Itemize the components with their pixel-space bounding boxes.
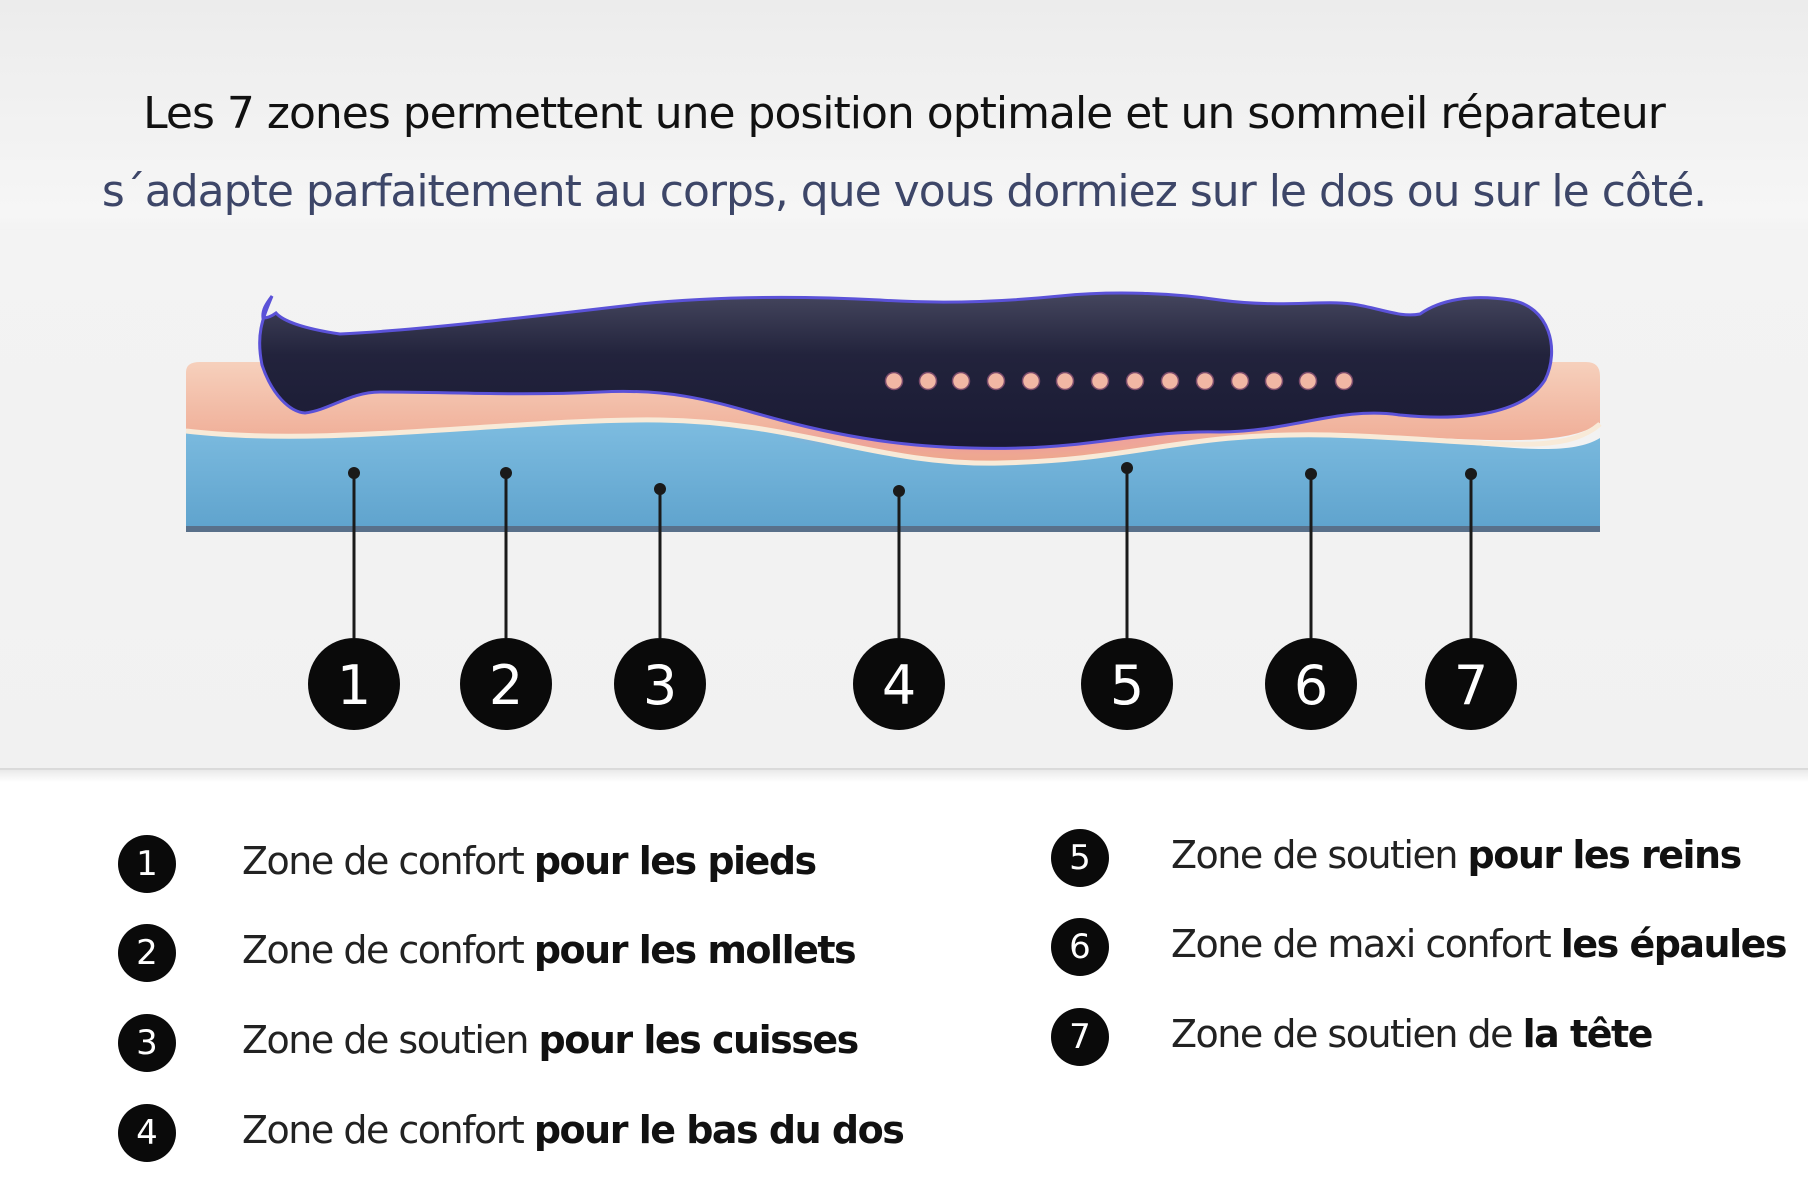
legend-body-part: la tête: [1522, 1012, 1654, 1056]
zone-point-5: [1121, 462, 1133, 474]
spine-dot: [918, 371, 938, 391]
spine-dot: [1298, 371, 1318, 391]
legend-body-part: pour le bas du dos: [533, 1108, 905, 1152]
foam-base-layer: [186, 421, 1600, 530]
legend-badge-6: 6: [1051, 918, 1109, 976]
zone-point-1: [348, 467, 360, 479]
zone-badge-7: [1425, 638, 1517, 730]
legend-body-part: les épaules: [1560, 922, 1788, 966]
headline-subtitle: s´adapte parfaitement au corps, que vous…: [101, 166, 1707, 217]
zone-badge-4: [853, 638, 945, 730]
zone-badge-5: [1081, 638, 1173, 730]
zone-badge-number-2: 2: [489, 654, 523, 717]
spine-dot: [1125, 371, 1145, 391]
spine-dot: [1195, 371, 1215, 391]
zone-point-2: [500, 467, 512, 479]
zone-point-3: [654, 483, 666, 495]
legend-body-part: pour les pieds: [533, 839, 817, 883]
zone-markers: 1 2 3 4 5 6 7: [308, 462, 1517, 730]
zone-badge-number-3: 3: [643, 654, 677, 717]
legend-badge-3: 3: [118, 1014, 176, 1072]
legend-body-part: pour les reins: [1467, 833, 1743, 877]
foam-base-bottom-edge: [186, 526, 1600, 532]
legend-text-3: Zone de soutien pour les cuisses: [242, 1018, 860, 1062]
spine-vertebrae: [884, 371, 1354, 391]
spine-dot: [1021, 371, 1041, 391]
zone-badge-number-5: 5: [1110, 654, 1144, 717]
legend-zone-type: Zone de confort: [242, 928, 534, 972]
zones-legend: 1 Zone de confort pour les pieds 2 Zone de …: [0, 800, 1808, 1193]
legend-zone-type: Zone de soutien: [1171, 833, 1468, 877]
spine-dot: [986, 371, 1006, 391]
zone-badge-1: [308, 638, 400, 730]
zone-badge-number-1: 1: [337, 654, 371, 717]
legend-badge-4: 4: [118, 1104, 176, 1162]
zone-badge-6: [1265, 638, 1357, 730]
spine-dot: [951, 371, 971, 391]
panel-shadow: [0, 768, 1808, 782]
layer-separator: [185, 417, 1602, 466]
spine-dot: [1055, 371, 1075, 391]
body-silhouette: [258, 291, 1554, 450]
spine-dot: [1264, 371, 1284, 391]
legend-body-part: pour les mollets: [533, 928, 857, 972]
legend-zone-type: Zone de soutien: [242, 1018, 539, 1062]
spine-dot: [1090, 371, 1110, 391]
legend-zone-type: Zone de maxi confort: [1171, 922, 1561, 966]
legend-text-4: Zone de confort pour le bas du dos: [242, 1108, 905, 1152]
legend-badge-1: 1: [118, 835, 176, 893]
zone-badge-number-4: 4: [882, 654, 916, 717]
zone-badge-number-7: 7: [1454, 654, 1488, 717]
spine-dot: [1160, 371, 1180, 391]
legend-body-part: pour les cuisses: [538, 1018, 860, 1062]
zone-point-6: [1305, 468, 1317, 480]
legend-text-2: Zone de confort pour les mollets: [242, 928, 857, 972]
legend-zone-type: Zone de soutien de: [1171, 1012, 1523, 1056]
legend-text-5: Zone de soutien pour les reins: [1171, 833, 1743, 877]
spine-dot: [1230, 371, 1250, 391]
legend-zone-type: Zone de confort: [242, 1108, 534, 1152]
legend-badge-5: 5: [1051, 829, 1109, 887]
zone-badge-number-6: 6: [1294, 654, 1328, 717]
headline-title: Les 7 zones permettent une position opti…: [143, 88, 1666, 139]
zone-point-7: [1465, 468, 1477, 480]
legend-badge-2: 2: [118, 924, 176, 982]
zone-badge-3: [614, 638, 706, 730]
mattress-zones-diagram: 1 2 3 4 5 6 7: [185, 291, 1602, 730]
zone-badge-2: [460, 638, 552, 730]
zone-point-4: [893, 485, 905, 497]
spine-dot: [1334, 371, 1354, 391]
spine-dot: [884, 371, 904, 391]
legend-text-7: Zone de soutien de la tête: [1171, 1012, 1654, 1056]
legend-text-1: Zone de confort pour les pieds: [242, 839, 817, 883]
legend-badge-7: 7: [1051, 1008, 1109, 1066]
legend-zone-type: Zone de confort: [242, 839, 534, 883]
legend-text-6: Zone de maxi confort les épaules: [1171, 922, 1788, 966]
